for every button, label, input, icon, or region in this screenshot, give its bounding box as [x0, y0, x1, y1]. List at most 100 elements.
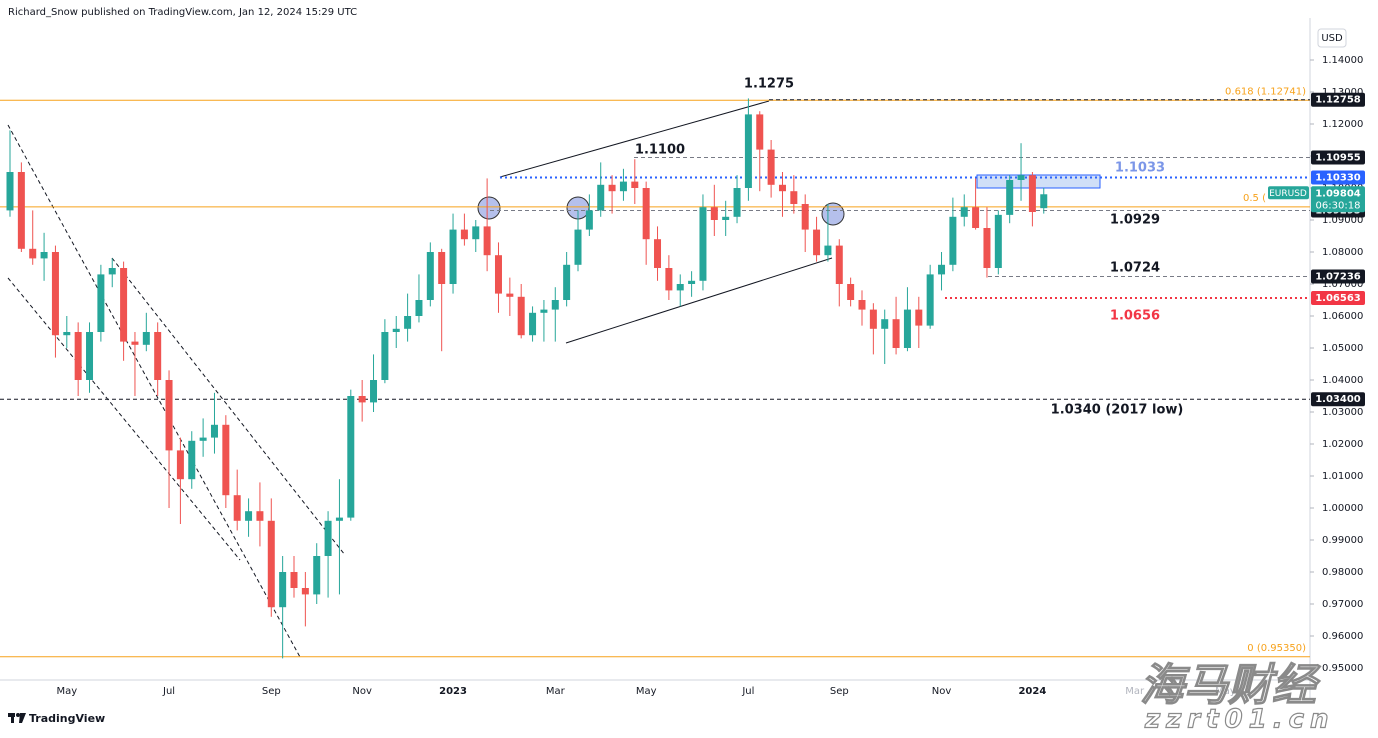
candle-body	[608, 184, 616, 192]
candle-body	[51, 252, 59, 336]
candle-body	[654, 239, 662, 268]
candle-body	[801, 204, 809, 230]
x-tick-label: Sep	[262, 686, 281, 697]
channel-line	[7, 124, 301, 658]
candle-body	[210, 424, 218, 438]
x-tick-label: 2023	[439, 686, 467, 697]
watermark-url: zzrt01.cn	[1144, 705, 1335, 735]
y-tick-label: 1.09000	[1322, 215, 1363, 226]
price-tag	[1311, 150, 1365, 165]
y-tick-label: 1.13000	[1322, 87, 1363, 98]
candle-body	[1017, 175, 1025, 180]
candle-body	[74, 332, 82, 380]
price-tag-label: 1.12758	[1315, 95, 1361, 106]
price-tag	[1311, 92, 1365, 107]
candle-body	[778, 184, 786, 192]
candle-body	[733, 188, 741, 217]
candle-body	[835, 245, 843, 284]
candle-body	[994, 214, 1002, 268]
candle-body	[642, 188, 650, 240]
candle-body	[222, 424, 230, 496]
fib-label: 0.5 (	[1243, 193, 1266, 204]
candle-body	[40, 252, 48, 259]
candle-body	[392, 328, 400, 332]
x-tick-label: Jul	[162, 686, 175, 697]
candle-body	[415, 300, 423, 316]
candle-body	[972, 207, 980, 228]
price-tag-label: 1.06563	[1315, 293, 1361, 304]
y-tick-label: 0.98000	[1322, 567, 1363, 578]
candle-body	[245, 511, 253, 521]
candle-body	[97, 274, 105, 332]
y-tick-label: 1.00000	[1322, 503, 1363, 514]
price-tag	[1311, 170, 1365, 185]
candle-body	[63, 332, 71, 336]
symbol-tag	[1268, 186, 1309, 200]
logo-mark	[16, 713, 20, 717]
logo-mark	[19, 713, 26, 723]
candle-body	[699, 207, 707, 281]
candle-body	[165, 380, 173, 451]
currency-box[interactable]	[1317, 28, 1347, 48]
fib-label: 0 (0.95350)	[1247, 643, 1306, 654]
x-tick-label: Jul	[741, 686, 754, 697]
candle-body	[438, 252, 446, 284]
candle-body	[506, 293, 514, 297]
candle-body	[574, 229, 582, 265]
annotation: 1.0929	[1110, 213, 1160, 228]
candle-body	[131, 341, 139, 345]
candle-body	[619, 181, 627, 192]
candle-body	[824, 245, 832, 256]
last-price: 1.09804	[1315, 188, 1361, 199]
y-tick-label: 1.12000	[1322, 119, 1363, 130]
last-price-tag	[1311, 186, 1365, 213]
candle-body	[233, 495, 241, 521]
candle-body	[199, 437, 207, 441]
price-tag	[1311, 269, 1365, 284]
y-tick-label: 1.01000	[1322, 471, 1363, 482]
annotation: 1.0724	[1110, 261, 1160, 276]
candle-body	[142, 332, 150, 345]
candle-body	[108, 268, 116, 275]
channel-line	[7, 277, 241, 561]
candle-body	[347, 396, 355, 518]
candle-body	[915, 309, 923, 326]
candle-body	[517, 296, 525, 336]
x-tick-label: 2024	[1018, 686, 1046, 697]
candle-body	[563, 264, 571, 300]
candle-body	[688, 280, 696, 284]
y-tick-label: 0.99000	[1322, 535, 1363, 546]
candle-body	[29, 248, 37, 259]
candle-body	[926, 274, 934, 326]
logo-mark	[11, 713, 14, 723]
trend-line	[565, 257, 833, 344]
annotation: 1.0340 (2017 low)	[1051, 403, 1184, 418]
candle-body	[869, 309, 877, 329]
x-tick-label: May	[636, 686, 657, 697]
y-tick-label: 1.04000	[1322, 375, 1363, 386]
logo	[8, 713, 26, 723]
candle-body	[358, 396, 366, 403]
annotation: 1.0656	[1110, 309, 1160, 324]
candle-body	[813, 229, 821, 256]
candle-body	[86, 332, 94, 380]
candle-body	[483, 226, 491, 256]
candle-body	[767, 149, 775, 185]
price-tag-label: 1.10330	[1315, 172, 1361, 183]
symbol-label: EURUSD	[1269, 189, 1307, 199]
price-tag	[1311, 392, 1365, 407]
candle-body	[710, 207, 718, 220]
candle-body	[404, 316, 412, 329]
x-tick-label: May	[1215, 686, 1236, 697]
candle-body	[154, 332, 162, 380]
candle-body	[585, 210, 593, 230]
annotation: 1.1100	[635, 143, 685, 158]
candle-body	[324, 520, 332, 556]
candle-body	[256, 511, 264, 521]
candle-body	[381, 332, 389, 380]
candle-body	[1006, 180, 1014, 215]
candle-body	[597, 184, 605, 211]
circle-marker	[477, 196, 501, 220]
header: Richard_Snow published on TradingView.co…	[8, 7, 357, 18]
